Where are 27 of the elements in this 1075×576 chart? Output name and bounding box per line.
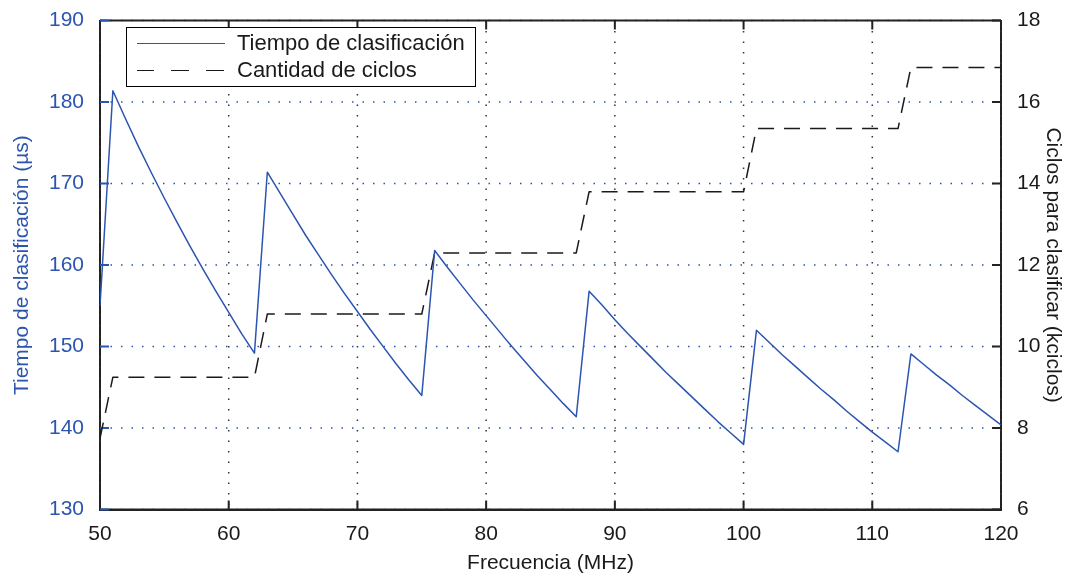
y-tick-label: 160 — [48, 251, 84, 275]
x-axis-title: Frecuencia (MHz) — [467, 550, 634, 574]
y-tick-label: 140 — [48, 414, 84, 438]
y2-axis-title: Ciclos para clasificar (kciclos) — [1042, 127, 1066, 403]
y2-tick-label: 18 — [1017, 7, 1041, 31]
y2-tick-label: 12 — [1017, 251, 1041, 275]
y-tick-label: 130 — [48, 496, 84, 520]
y2-tick-label: 8 — [1017, 414, 1029, 438]
y-tick-label: 180 — [48, 88, 84, 112]
y2-tick-label: 10 — [1017, 333, 1041, 357]
x-tick-label: 120 — [983, 521, 1019, 544]
y-tick-label: 190 — [48, 7, 84, 31]
x-tick-label: 100 — [726, 521, 762, 544]
x-tick-label: 70 — [345, 521, 370, 544]
x-tick-label: 90 — [603, 521, 627, 544]
y2-tick-label: 14 — [1017, 170, 1041, 194]
y2-tick-label: 6 — [1017, 496, 1029, 520]
legend-label: Tiempo de clasificación — [237, 30, 465, 57]
x-tick-label: 80 — [474, 521, 498, 544]
x-tick-label: 110 — [855, 521, 890, 544]
y-tick-label: 170 — [48, 170, 84, 194]
x-tick-label: 60 — [217, 521, 241, 544]
y-tick-label: 150 — [48, 333, 84, 357]
legend-label: Cantidad de ciclos — [237, 57, 417, 84]
y2-tick-label: 16 — [1017, 88, 1041, 112]
y-axis-title: Tiempo de clasificación (µs) — [9, 135, 33, 396]
x-tick-label: 50 — [88, 521, 112, 544]
